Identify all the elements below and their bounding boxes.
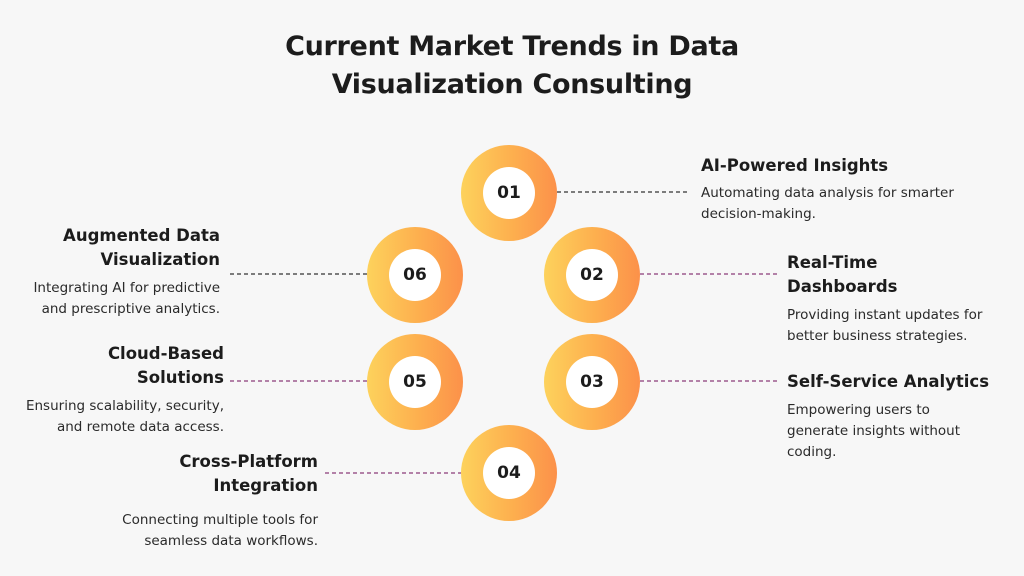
trend-heading-01: AI-Powered Insights: [701, 156, 889, 175]
step-circle-04: 04: [461, 425, 557, 521]
trend-heading-04: Cross-Platform Integration: [179, 452, 318, 495]
trend-item-05: Cloud-Based Solutions Ensuring scalabili…: [6, 342, 224, 438]
trend-item-03: Self-Service Analytics Empowering users …: [787, 370, 1012, 463]
step-number-04: 04: [483, 447, 535, 499]
trend-description-02: Providing instant updates for better bus…: [787, 307, 983, 344]
step-number-03: 03: [566, 356, 618, 408]
step-number-06: 06: [389, 249, 441, 301]
trend-description-05: Ensuring scalability, security, and remo…: [25, 398, 224, 435]
trend-item-01: AI-Powered Insights Automating data anal…: [701, 154, 991, 225]
trend-description-03: Empowering users to generate insights wi…: [787, 402, 961, 460]
step-circle-06: 06: [367, 227, 463, 323]
trend-heading-05: Cloud-Based Solutions: [107, 344, 224, 387]
trend-description-04: Connecting multiple tools for seamless d…: [122, 512, 318, 549]
trend-heading-03: Self-Service Analytics: [787, 372, 990, 391]
step-circle-03: 03: [544, 334, 640, 430]
trend-item-04: Cross-Platform Integration Connecting mu…: [90, 450, 318, 552]
step-number-05: 05: [389, 356, 441, 408]
page-title: Current Market Trends in Data Visualizat…: [285, 31, 739, 100]
step-number-02: 02: [566, 249, 618, 301]
step-circle-05: 05: [367, 334, 463, 430]
trend-description-01: Automating data analysis for smarter dec…: [701, 185, 954, 222]
trend-item-02: Real-Time Dashboards Providing instant u…: [787, 251, 1012, 347]
trend-heading-02: Real-Time Dashboards: [787, 253, 898, 296]
step-number-01: 01: [483, 167, 535, 219]
trend-heading-06: Augmented Data Visualization: [63, 226, 220, 269]
trend-item-06: Augmented Data Visualization Integrating…: [6, 224, 220, 320]
trend-description-06: Integrating AI for predictive and prescr…: [33, 280, 220, 317]
step-circle-02: 02: [544, 227, 640, 323]
step-circle-01: 01: [461, 145, 557, 241]
